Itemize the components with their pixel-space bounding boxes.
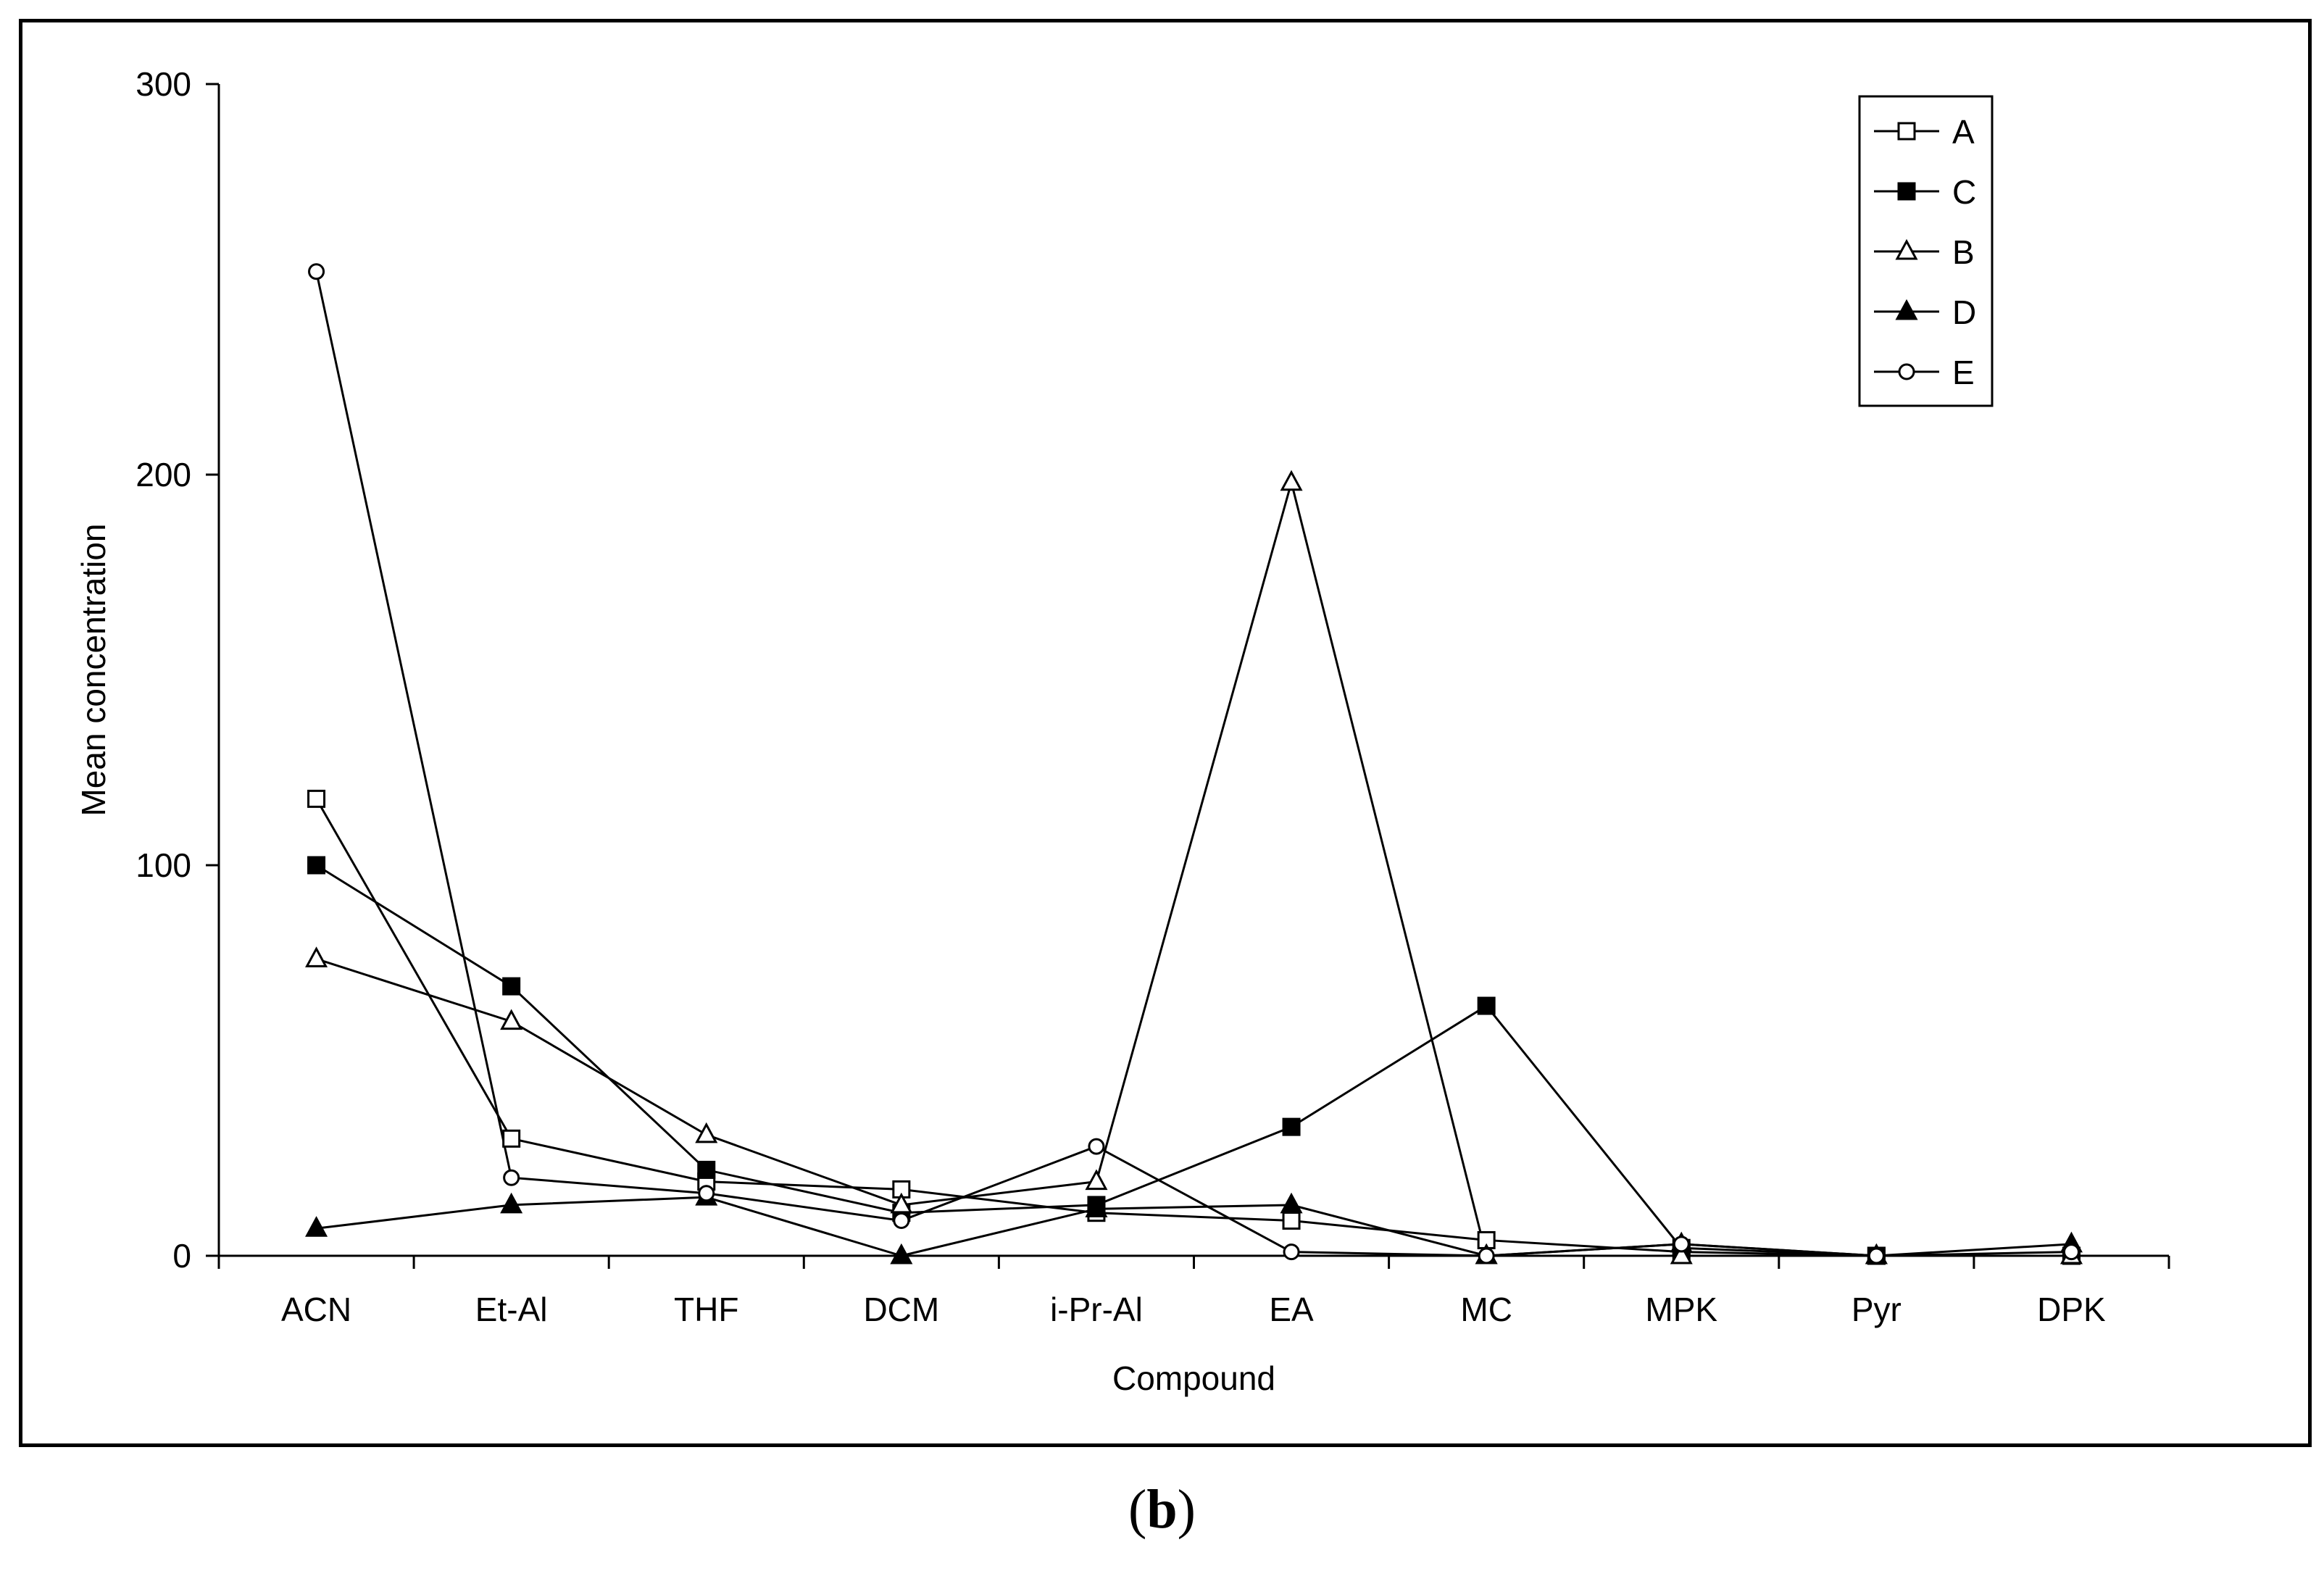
panel-label-letter: b — [1146, 1479, 1178, 1540]
legend-label-c: C — [1952, 173, 1976, 211]
series-d-line — [316, 1196, 2072, 1257]
x-tick-label: DCM — [863, 1291, 939, 1328]
series-b-point — [890, 1192, 913, 1214]
y-tick-label: 200 — [136, 456, 191, 493]
legend-label-b: B — [1952, 233, 1975, 271]
x-axis-title: Compound — [1112, 1359, 1275, 1397]
series-b-point — [695, 1122, 718, 1143]
series-b-line — [316, 478, 2072, 1257]
series-a-point — [1282, 1211, 1301, 1230]
series-c-point — [307, 856, 326, 875]
legend-item-a: A — [1874, 113, 1975, 151]
legend-marker-d — [1895, 299, 1918, 320]
legend-label-a: A — [1952, 113, 1975, 151]
series-c-point — [1282, 1117, 1301, 1136]
series-b-point — [500, 1009, 523, 1030]
series-e-point — [1867, 1247, 1885, 1264]
x-tick-label: EA — [1269, 1291, 1314, 1328]
series-b — [316, 478, 2072, 1257]
legend-marker-e — [1898, 363, 1915, 380]
series-e-point — [893, 1212, 910, 1229]
x-tick-label: ACN — [281, 1291, 351, 1328]
legend-marker-b — [1895, 238, 1918, 260]
series-e-point — [503, 1169, 520, 1186]
series-e-point — [1283, 1243, 1300, 1261]
series-a-point — [502, 1129, 521, 1148]
series-a — [315, 798, 2072, 1257]
legend-item-e: E — [1874, 354, 1975, 391]
series-d-point — [500, 1192, 523, 1214]
series-e-point — [698, 1185, 715, 1202]
legend-label-e: E — [1952, 354, 1975, 391]
legend-label-d: D — [1952, 293, 1976, 331]
y-tick-label: 300 — [136, 65, 191, 103]
series-layer — [305, 263, 2083, 1265]
series-b-point — [305, 946, 328, 967]
series-b-markers — [305, 470, 2083, 1264]
x-tick-label: MPK — [1645, 1291, 1717, 1328]
x-tick-label: i-Pr-Al — [1050, 1291, 1143, 1328]
x-tick-label: Pyr — [1852, 1291, 1902, 1328]
legend-item-d: D — [1874, 293, 1976, 331]
legend-marker-c — [1897, 182, 1916, 201]
series-e-point — [308, 263, 325, 280]
series-d-point — [305, 1216, 328, 1237]
panel-label: (b) — [0, 1478, 2324, 1541]
series-a-markers — [307, 789, 2081, 1265]
series-e — [315, 271, 2072, 1257]
legend-item-b: B — [1874, 233, 1975, 271]
x-tick-label: THF — [674, 1291, 738, 1328]
series-b-point — [1670, 1243, 1693, 1264]
series-b-point — [1085, 1169, 1108, 1191]
series-d-point — [890, 1243, 913, 1264]
panel-label-close: ) — [1177, 1479, 1196, 1540]
legend-item-c: C — [1874, 173, 1976, 211]
panel-label-open: ( — [1128, 1479, 1147, 1540]
series-e-line — [315, 271, 2072, 1257]
series-c-point — [1477, 996, 1496, 1015]
series-e-point — [1478, 1247, 1495, 1264]
y-tick-label: 100 — [136, 846, 191, 884]
series-c-point — [697, 1160, 716, 1179]
x-tick-label: DPK — [2037, 1291, 2106, 1328]
y-axis-title: Mean concentration — [75, 523, 112, 816]
series-e-markers — [308, 263, 2080, 1264]
series-e-point — [1088, 1138, 1105, 1155]
x-tick-label: MC — [1460, 1291, 1512, 1328]
x-tick-label: Et-Al — [475, 1291, 548, 1328]
series-e-point — [2062, 1243, 2080, 1261]
series-d-point — [1085, 1196, 1108, 1217]
series-a-line — [315, 798, 2072, 1257]
y-tick-label: 0 — [172, 1237, 191, 1275]
series-c-point — [502, 977, 521, 996]
series-d — [316, 1196, 2072, 1257]
legend-marker-a — [1897, 122, 1916, 141]
series-b-point — [1280, 470, 1303, 491]
series-a-point — [307, 789, 326, 808]
series-e-point — [1673, 1235, 1690, 1253]
series-d-point — [1280, 1192, 1303, 1214]
